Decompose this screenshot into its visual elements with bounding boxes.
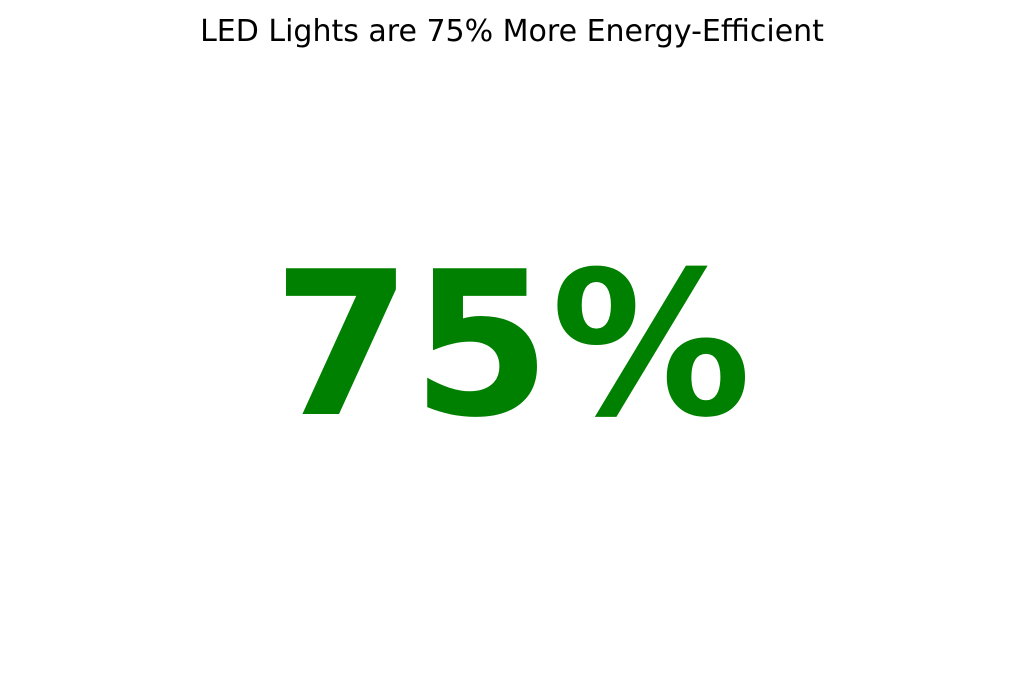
chart-title: LED Lights are 75% More Energy-Efficient	[200, 14, 824, 49]
big-stat-value: 75%	[272, 229, 752, 462]
